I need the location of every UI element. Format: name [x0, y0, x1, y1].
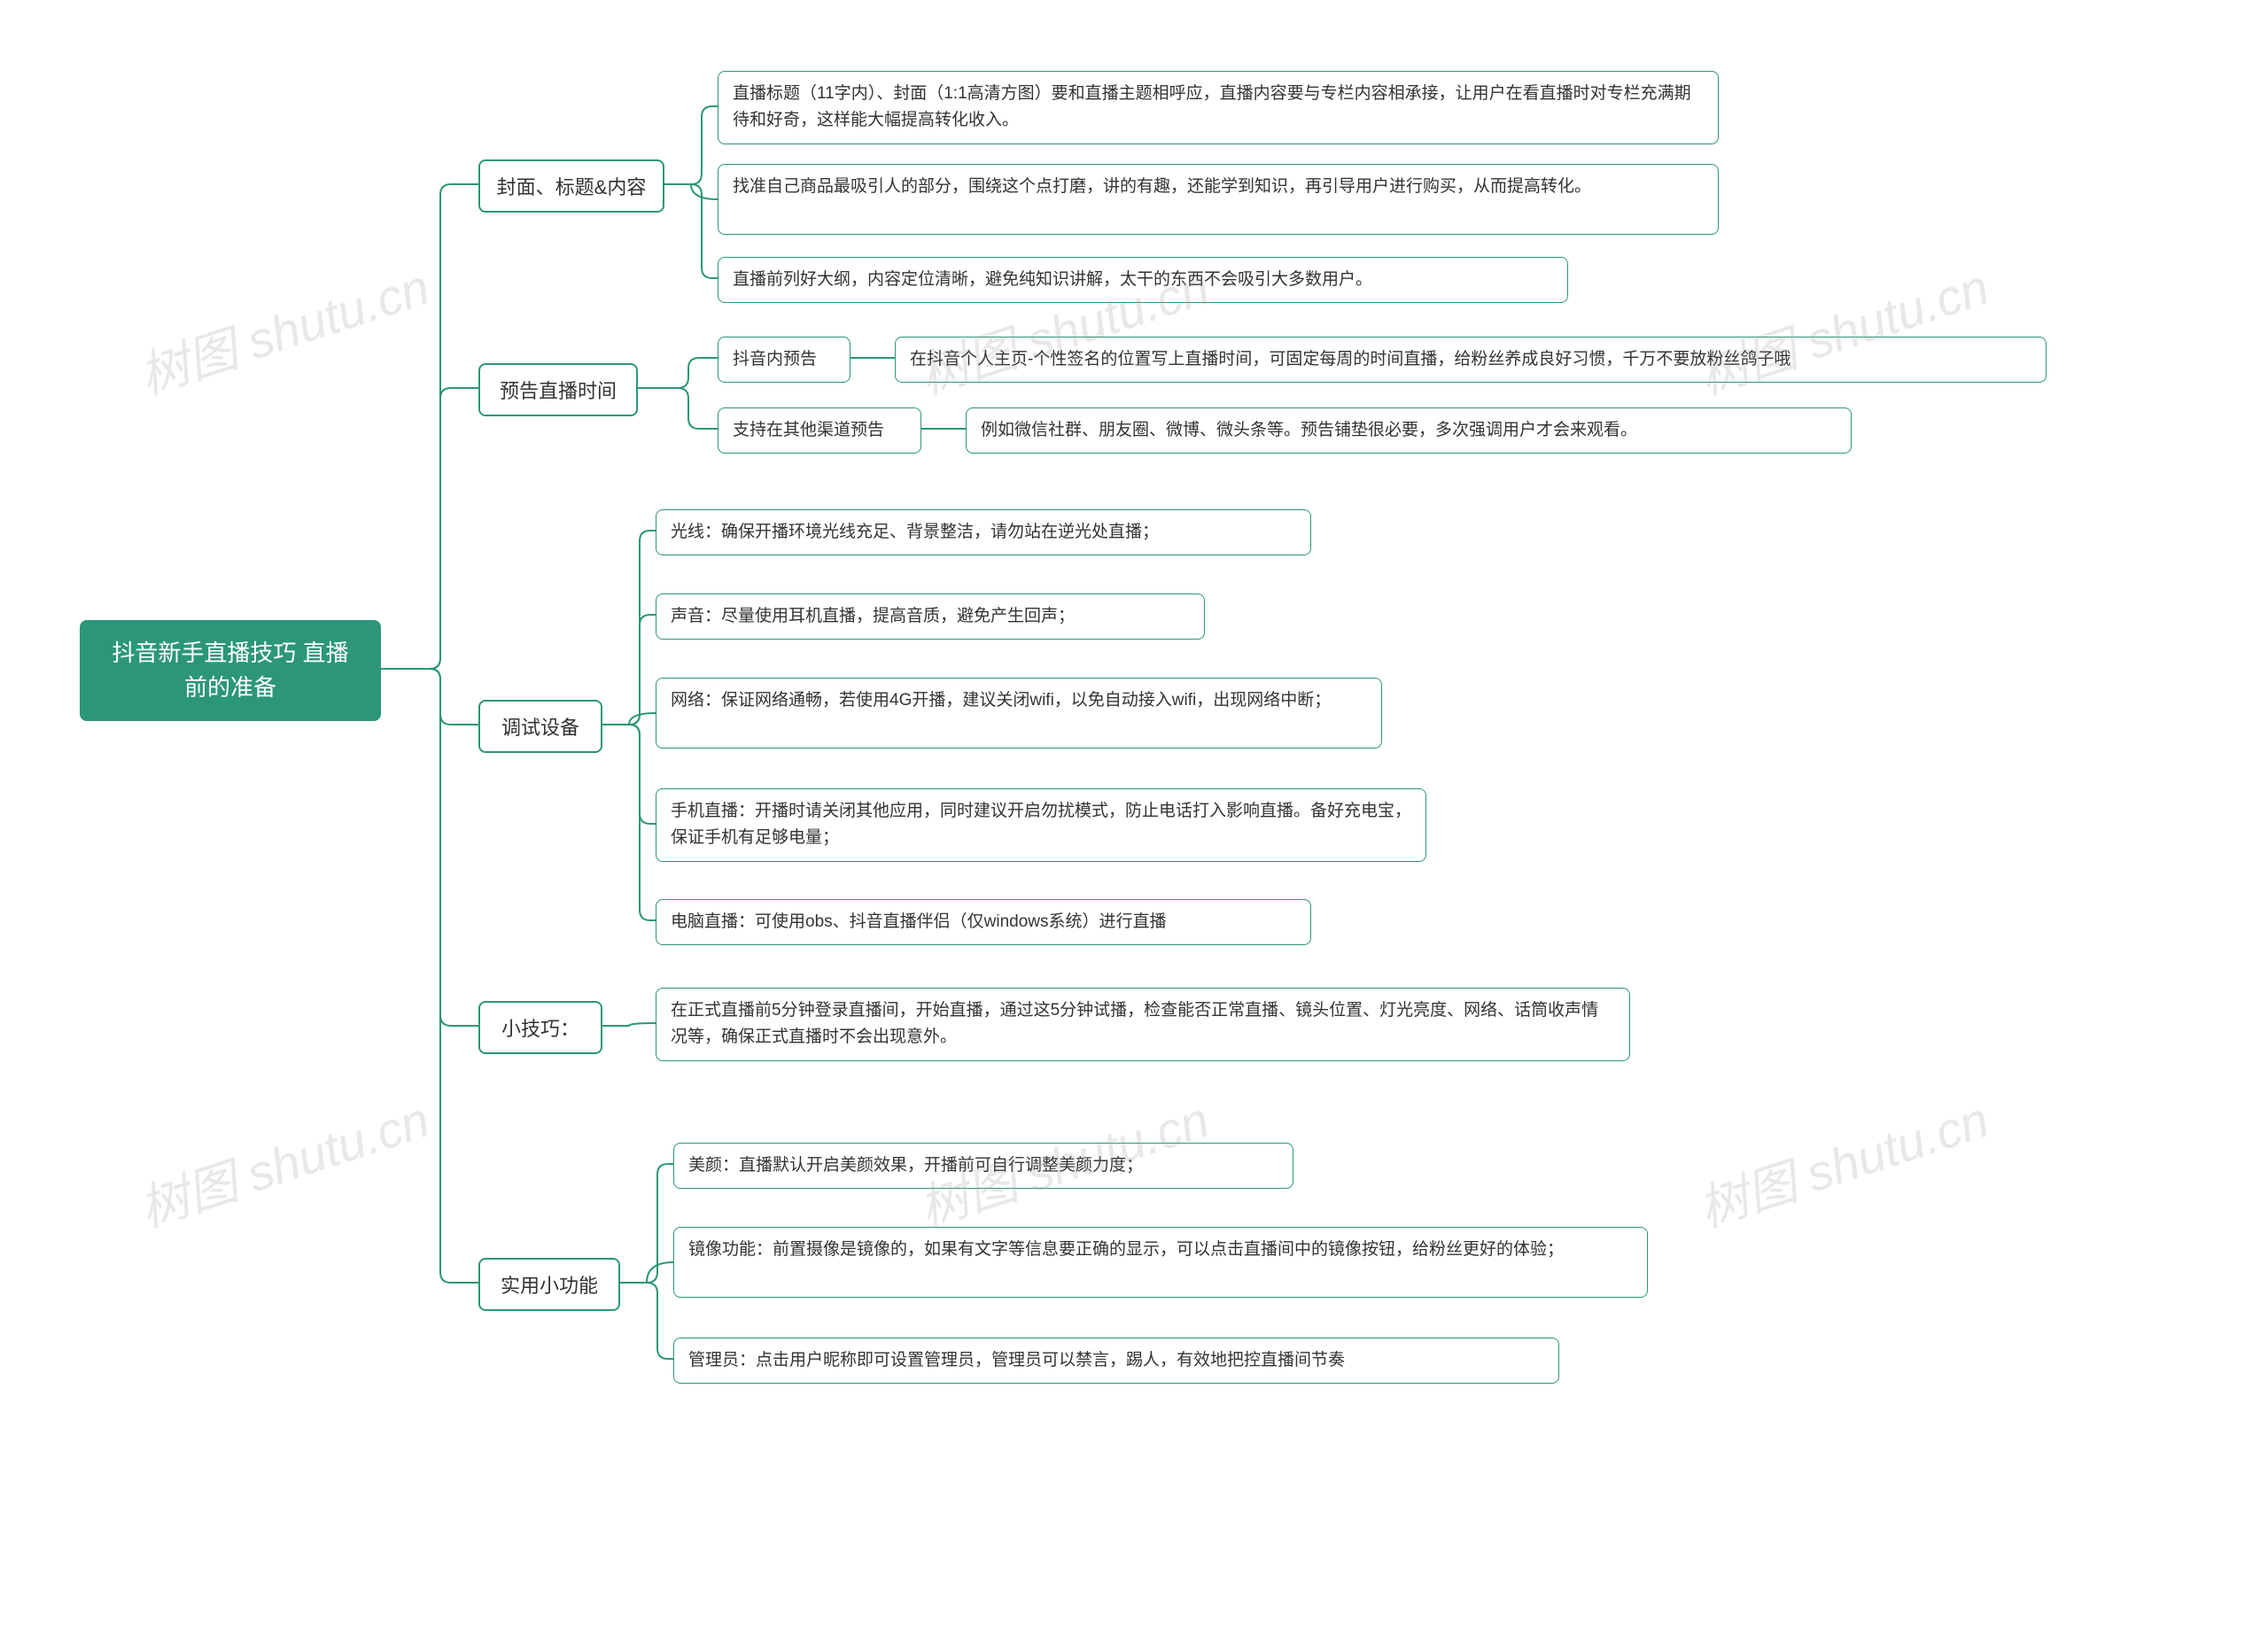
watermark: 树图 shutu.cn: [1689, 1081, 1997, 1242]
leaf-announce-in-douyin[interactable]: 抖音内预告: [718, 337, 850, 383]
leaf-feature-admin[interactable]: 管理员：点击用户昵称即可设置管理员，管理员可以禁言，踢人，有效地把控直播间节奏: [673, 1338, 1559, 1384]
leaf-title-cover-1[interactable]: 直播标题（11字内）、封面（1:1高清方图）要和直播主题相呼应，直播内容要与专栏…: [718, 71, 1719, 144]
branch-cover-title-content[interactable]: 封面、标题&内容: [478, 159, 664, 213]
leaf-device-phone[interactable]: 手机直播：开播时请关闭其他应用，同时建议开启勿扰模式，防止电话打入影响直播。备好…: [656, 788, 1426, 862]
leaf-device-light[interactable]: 光线：确保开播环境光线充足、背景整洁，请勿站在逆光处直播；: [656, 509, 1311, 555]
leaf-device-network[interactable]: 网络：保证网络通畅，若使用4G开播，建议关闭wifi，以免自动接入wifi，出现…: [656, 678, 1382, 749]
watermark: 树图 shutu.cn: [129, 1081, 438, 1242]
mindmap-canvas: 抖音新手直播技巧 直播前的准备 封面、标题&内容 预告直播时间 调试设备 小技巧…: [0, 0, 2268, 1629]
watermark: 树图 shutu.cn: [129, 248, 438, 409]
leaf-device-pc[interactable]: 电脑直播：可使用obs、抖音直播伴侣（仅windows系统）进行直播: [656, 899, 1311, 945]
leaf-tip-pretest[interactable]: 在正式直播前5分钟登录直播间，开始直播，通过这5分钟试播，检查能否正常直播、镜头…: [656, 988, 1630, 1061]
branch-small-tips[interactable]: 小技巧：: [478, 1001, 602, 1054]
leaf-announce-other-channels[interactable]: 支持在其他渠道预告: [718, 407, 921, 454]
leaf-title-cover-3[interactable]: 直播前列好大纲，内容定位清晰，避免纯知识讲解，太干的东西不会吸引大多数用户。: [718, 257, 1568, 303]
watermark: 树图 shutu.cn: [1689, 248, 1997, 409]
branch-announce-time[interactable]: 预告直播时间: [478, 363, 638, 416]
root-node[interactable]: 抖音新手直播技巧 直播前的准备: [80, 620, 381, 721]
leaf-feature-beauty[interactable]: 美颜：直播默认开启美颜效果，开播前可自行调整美颜力度；: [673, 1143, 1293, 1189]
branch-debug-device[interactable]: 调试设备: [478, 700, 602, 753]
leaf-announce-in-douyin-detail[interactable]: 在抖音个人主页-个性签名的位置写上直播时间，可固定每周的时间直播，给粉丝养成良好…: [895, 337, 2047, 383]
leaf-announce-other-channels-detail[interactable]: 例如微信社群、朋友圈、微博、微头条等。预告铺垫很必要，多次强调用户才会来观看。: [966, 407, 1852, 454]
branch-useful-features[interactable]: 实用小功能: [478, 1258, 620, 1311]
leaf-feature-mirror[interactable]: 镜像功能：前置摄像是镜像的，如果有文字等信息要正确的显示，可以点击直播间中的镜像…: [673, 1227, 1648, 1298]
leaf-device-sound[interactable]: 声音：尽量使用耳机直播，提高音质，避免产生回声；: [656, 593, 1205, 640]
leaf-title-cover-2[interactable]: 找准自己商品最吸引人的部分，围绕这个点打磨，讲的有趣，还能学到知识，再引导用户进…: [718, 164, 1719, 235]
